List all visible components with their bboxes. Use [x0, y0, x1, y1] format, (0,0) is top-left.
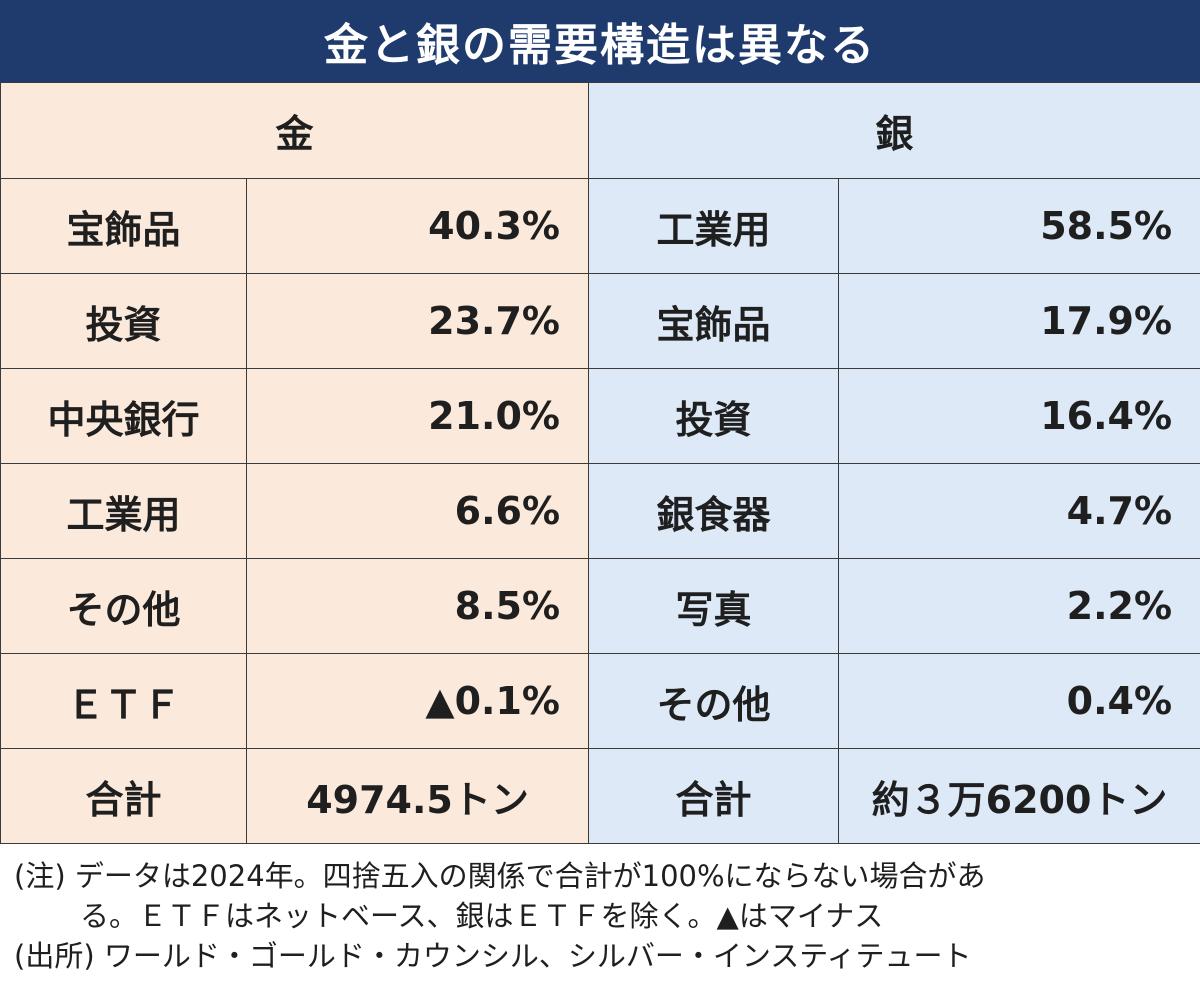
silver-label: 写真: [588, 558, 840, 654]
silver-value: 17.9%: [838, 273, 1200, 369]
table-row: 投資 23.7% 宝飾品 17.9%: [0, 273, 1200, 369]
table-row: ＥＴＦ ▲0.1% その他 0.4%: [0, 653, 1200, 749]
silver-label: 宝飾品: [588, 273, 840, 369]
note-text: (注) データは2024年。四捨五入の関係で合計が100%にならない場合があ: [14, 859, 986, 893]
gold-value: 6.6%: [245, 463, 590, 559]
total-row: 合計 4974.5トン 合計 約３万6200トン: [0, 748, 1200, 844]
gold-label: 投資: [0, 273, 247, 369]
gold-value: 23.7%: [245, 273, 590, 369]
silver-header: 銀: [588, 82, 1200, 179]
silver-label: その他: [588, 653, 840, 749]
table-row: その他 8.5% 写真 2.2%: [0, 558, 1200, 654]
table-row: 宝飾品 40.3% 工業用 58.5%: [0, 178, 1200, 274]
gold-label: ＥＴＦ: [0, 653, 247, 749]
gold-label: 中央銀行: [0, 368, 247, 464]
silver-label: 工業用: [588, 178, 840, 274]
silver-value: 16.4%: [838, 368, 1200, 464]
table-header-row: 金 銀: [0, 82, 1200, 179]
demand-table: 金 銀 宝飾品 40.3% 工業用 58.5% 投資 23.7% 宝飾品 17.…: [0, 82, 1200, 844]
silver-value: 4.7%: [838, 463, 1200, 559]
table-row: 中央銀行 21.0% 投資 16.4%: [0, 368, 1200, 464]
gold-header: 金: [0, 82, 590, 179]
gold-value: 40.3%: [245, 178, 590, 274]
silver-value: 2.2%: [838, 558, 1200, 654]
page-title: 金と銀の需要構造は異なる: [324, 20, 876, 71]
footnotes: (注) データは2024年。四捨五入の関係で合計が100%にならない場合があ る…: [0, 856, 1200, 976]
silver-value: 58.5%: [838, 178, 1200, 274]
gold-value: ▲0.1%: [245, 653, 590, 749]
gold-value: 21.0%: [245, 368, 590, 464]
gold-value: 8.5%: [245, 558, 590, 654]
title-bar: 金と銀の需要構造は異なる: [0, 0, 1200, 82]
table-row: 工業用 6.6% 銀食器 4.7%: [0, 463, 1200, 559]
gold-label: その他: [0, 558, 247, 654]
silver-total-label: 合計: [588, 748, 840, 844]
gold-label: 宝飾品: [0, 178, 247, 274]
source-text: (出所) ワールド・ゴールド・カウンシル、シルバー・インスティテュート: [14, 939, 972, 973]
silver-label: 投資: [588, 368, 840, 464]
silver-value: 0.4%: [838, 653, 1200, 749]
gold-total-value: 4974.5トン: [245, 748, 590, 844]
silver-label: 銀食器: [588, 463, 840, 559]
silver-total-value: 約３万6200トン: [838, 748, 1200, 844]
gold-total-label: 合計: [0, 748, 247, 844]
note-text-continued: る。ＥＴＦはネットベース、銀はＥＴＦを除く。▲はマイナス: [80, 899, 884, 933]
gold-label: 工業用: [0, 463, 247, 559]
